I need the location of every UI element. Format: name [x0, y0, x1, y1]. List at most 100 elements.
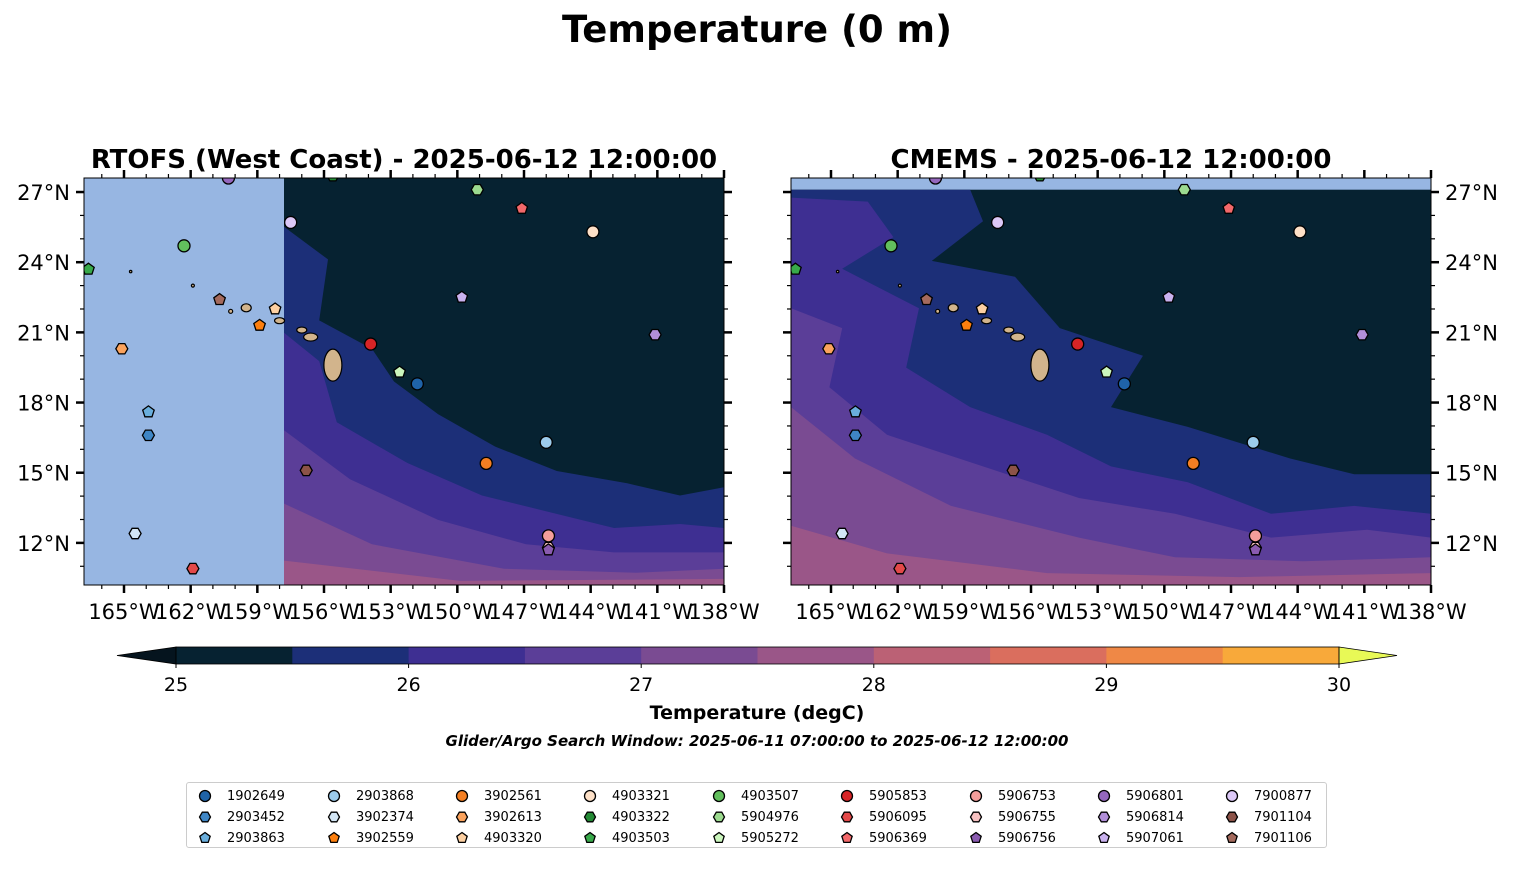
- legend-item-4903503: 4903503: [582, 830, 670, 846]
- float-4903322: [1034, 178, 1046, 182]
- legend-item-2903868: 2903868: [326, 789, 414, 804]
- colorbar-segment: [1106, 647, 1224, 664]
- legend-marker-pentagon-icon: [1226, 831, 1238, 844]
- field-band-27: [284, 503, 724, 585]
- legend-label: 5906756: [998, 830, 1056, 846]
- legend-label: 1902649: [227, 788, 285, 804]
- legend-marker-hexagon-icon: [840, 811, 854, 823]
- legend-item-5906756: 5906756: [968, 830, 1056, 846]
- x-tick-label: 165°W: [88, 600, 160, 624]
- float-4903503: [84, 262, 95, 275]
- legend-marker-circle-icon: [1097, 789, 1111, 803]
- legend-item-5906814: 5906814: [1096, 809, 1184, 825]
- island: [240, 303, 252, 313]
- legend-label: 4903503: [612, 830, 670, 846]
- legend-marker-hexagon-icon: [198, 811, 212, 823]
- colorbar-extend-high: [1338, 646, 1398, 665]
- panel-title: CMEMS - 2025-06-12 12:00:00: [891, 145, 1332, 175]
- legend-item-1902649: 1902649: [197, 788, 285, 804]
- legend-label: 5906369: [869, 830, 927, 846]
- float-7901106: [920, 292, 934, 306]
- legend-marker-circle-icon: [327, 789, 341, 803]
- legend-item-4903322: 4903322: [582, 809, 670, 825]
- island: [835, 269, 840, 274]
- field-band-275: [284, 560, 724, 585]
- legend-label: 5905853: [869, 788, 927, 804]
- legend-label: 3902374: [356, 809, 414, 825]
- legend-label: 5904976: [741, 809, 799, 825]
- legend-item-4903321: 4903321: [582, 788, 670, 804]
- legend-marker-circle-icon: [1225, 789, 1239, 803]
- legend-item-3902613: 3902613: [454, 810, 542, 825]
- float-5906095: [186, 562, 200, 575]
- float-2903868: [539, 435, 553, 449]
- float-3902374: [128, 527, 142, 540]
- field-band-275: [791, 525, 1431, 585]
- float-4903507: [177, 239, 191, 253]
- y-tick-label: 12°N: [17, 532, 70, 556]
- float-1902649: [1117, 377, 1131, 391]
- float-2903863: [141, 405, 155, 418]
- colorbar-tick-label: 26: [397, 674, 421, 696]
- float-4903507: [884, 239, 898, 253]
- island: [897, 283, 902, 288]
- y-tick-label: 12°N: [1445, 532, 1498, 556]
- legend-label: 4903322: [612, 809, 670, 825]
- x-tick-label: 153°W: [355, 600, 427, 624]
- island: [980, 317, 993, 325]
- colorbar: 25 26 27 28 29 30: [116, 646, 1398, 696]
- float-3902561: [479, 456, 493, 471]
- float-2903863: [848, 405, 862, 418]
- island: [1030, 348, 1050, 382]
- float-1902649: [410, 377, 424, 391]
- temperature-field: [791, 178, 1431, 585]
- legend-label: 4903321: [612, 788, 670, 804]
- panel-title: RTOFS (West Coast) - 2025-06-12 12:00:00: [91, 145, 717, 175]
- model-field: [284, 178, 724, 585]
- float-5906753: [1248, 529, 1263, 543]
- legend-marker-circle-icon: [198, 789, 212, 803]
- x-tick-label: 150°W: [422, 600, 494, 624]
- x-tick-label: 144°W: [555, 600, 627, 624]
- float-2903452: [848, 429, 863, 442]
- island: [273, 317, 286, 325]
- x-tick-label: 141°W: [1329, 600, 1401, 624]
- float-5904976: [470, 183, 485, 196]
- legend-marker-hexagon-icon: [327, 811, 341, 823]
- legend-label: 7900877: [1254, 788, 1312, 804]
- legend-label: 5906753: [998, 788, 1056, 804]
- legend-marker-circle-icon: [969, 789, 983, 803]
- legend-marker-pentagon-icon: [456, 831, 468, 844]
- float-markers: [791, 178, 1369, 575]
- legend-item-7901104: 7901104: [1224, 810, 1312, 825]
- float-5905853: [1071, 337, 1085, 351]
- x-tick-label: 165°W: [795, 600, 867, 624]
- x-tick-label: 147°W: [488, 600, 560, 624]
- legend-item-5904976: 5904976: [711, 809, 799, 825]
- legend-marker-circle-icon: [455, 789, 469, 803]
- float-5906814: [648, 328, 662, 341]
- colorbar-segment: [990, 647, 1107, 664]
- legend-label: 3902561: [484, 788, 542, 804]
- float-3902613: [115, 342, 129, 355]
- float-3902613: [822, 342, 836, 355]
- legend-label: 5906814: [1126, 809, 1184, 825]
- float-5907061: [455, 290, 469, 303]
- field-band-265: [284, 430, 724, 585]
- legend-item-7900877: 7900877: [1224, 788, 1312, 804]
- map-axes: 165°W162°W159°W156°W153°W150°W147°W144°W…: [17, 170, 760, 624]
- float-markers: [84, 178, 662, 575]
- float-5907061: [1162, 290, 1176, 303]
- x-tick-label: 147°W: [1195, 600, 1267, 624]
- legend-marker-hexagon-icon: [455, 811, 469, 823]
- legend-item-3902561: 3902561: [454, 788, 542, 804]
- island: [935, 308, 941, 314]
- island: [1010, 332, 1026, 342]
- legend-marker-pentagon-icon: [328, 831, 340, 844]
- legend-marker-pentagon-icon: [841, 831, 853, 844]
- float-5906753: [541, 529, 556, 543]
- island: [228, 308, 234, 314]
- x-tick-label: 138°W: [688, 600, 760, 624]
- legend-item-7901106: 7901106: [1224, 831, 1312, 846]
